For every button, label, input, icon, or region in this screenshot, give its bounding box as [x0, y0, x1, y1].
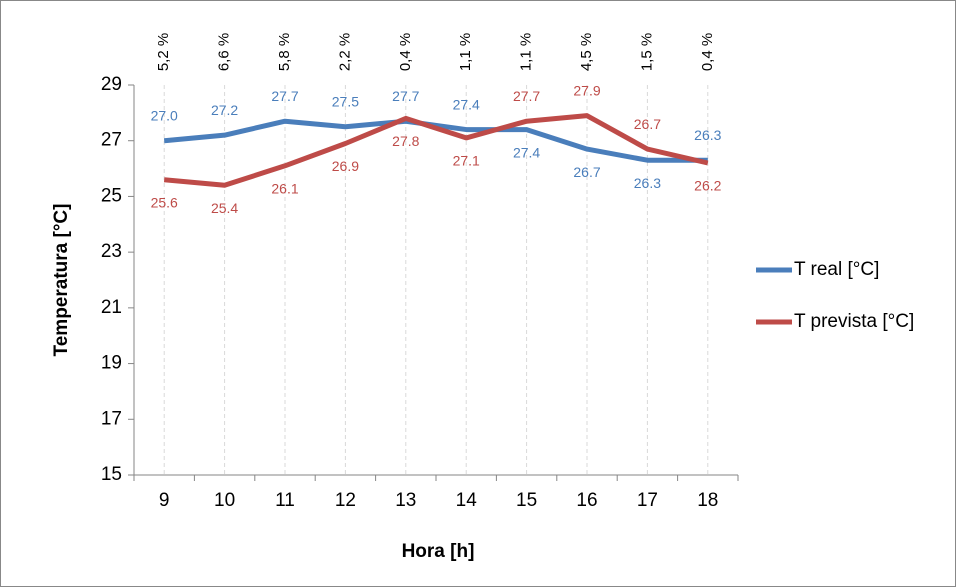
x-tick-label: 10 [214, 490, 235, 511]
annotation: 5,2 % [155, 33, 172, 71]
annotation: 6,6 % [216, 33, 233, 71]
annotation: 1,5 % [638, 33, 655, 71]
data-label: 27.7 [392, 88, 419, 104]
data-label: 26.2 [694, 178, 721, 194]
y-axis-title: Temperatura [°C] [51, 204, 72, 357]
annotation: 4,5 % [578, 33, 595, 71]
y-tick-label: 23 [101, 241, 122, 262]
y-tick-label: 15 [101, 464, 122, 485]
data-label: 25.6 [151, 194, 178, 210]
x-tick-label: 11 [275, 490, 295, 511]
annotation: 0,4 % [397, 33, 414, 71]
annotation: 0,4 % [699, 33, 716, 71]
data-label: 27.5 [332, 93, 359, 109]
x-tick-label: 13 [395, 490, 416, 511]
legend-label: T real [°C] [794, 259, 879, 280]
data-label: 26.7 [634, 116, 661, 132]
data-label: 27.4 [513, 144, 540, 160]
annotation: 5,8 % [276, 33, 293, 71]
data-label: 27.2 [211, 102, 238, 118]
y-tick-label: 21 [101, 297, 122, 318]
y-tick-label: 17 [101, 408, 122, 429]
x-tick-label: 17 [637, 490, 658, 511]
x-axis-title: Hora [h] [402, 541, 475, 562]
x-tick-label: 15 [516, 490, 537, 511]
x-tick-label: 12 [335, 490, 356, 511]
annotation: 1,1 % [518, 33, 535, 71]
data-label: 26.7 [573, 164, 600, 180]
data-label: 27.4 [453, 96, 480, 112]
y-tick-label: 19 [101, 353, 122, 374]
data-label: 27.1 [453, 153, 480, 169]
annotation: 1,1 % [457, 33, 474, 71]
data-label: 26.1 [271, 180, 298, 196]
data-label: 27.9 [573, 82, 600, 98]
x-tick-label: 18 [697, 490, 718, 511]
series-line [163, 118, 708, 163]
data-label: 26.3 [694, 127, 721, 143]
y-tick-label: 29 [101, 74, 122, 95]
data-label: 27.7 [271, 88, 298, 104]
x-tick-label: 16 [576, 490, 597, 511]
data-label: 26.9 [332, 158, 359, 174]
data-label: 26.3 [634, 175, 661, 191]
data-label: 27.0 [151, 107, 178, 123]
legend-label: T prevista [°C] [794, 311, 914, 332]
data-label: 27.8 [392, 133, 419, 149]
data-label: 25.4 [211, 200, 238, 216]
data-label: 27.7 [513, 88, 540, 104]
series-line [163, 113, 709, 188]
x-tick-label: 14 [456, 490, 478, 511]
y-tick-label: 27 [101, 130, 122, 151]
x-tick-label: 9 [159, 490, 170, 511]
y-tick-label: 25 [101, 185, 122, 206]
annotation: 2,2 % [336, 33, 353, 71]
